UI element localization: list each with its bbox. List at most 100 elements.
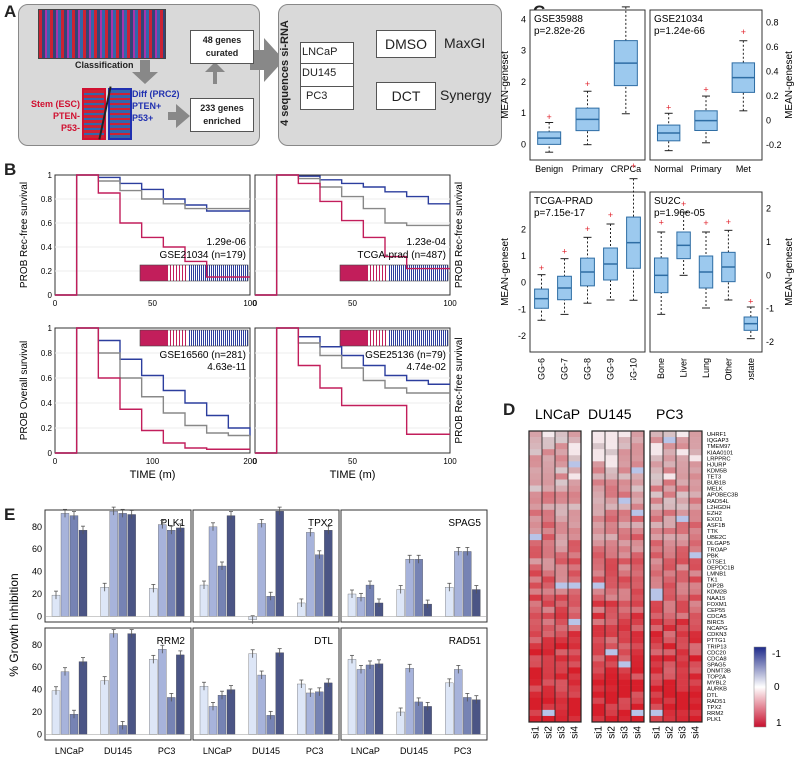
km-strip-tick [243, 265, 244, 281]
km-strip-tick [385, 265, 386, 281]
km-strip-tick [217, 265, 218, 281]
box-pvalue: p=1.96e-05 [654, 208, 705, 219]
km-strip-tick [217, 330, 218, 346]
heatmap-cell [592, 618, 605, 626]
km-strip-tick [174, 265, 175, 281]
heatmap-cell [542, 667, 555, 674]
km-strip-tick [172, 265, 173, 281]
heatmap-cell [568, 649, 581, 656]
km-strip-tick [239, 265, 240, 281]
bar-mark [423, 706, 432, 735]
box-ytick: 1 [766, 237, 771, 247]
heatmap-cell [529, 655, 542, 662]
km-strip-tick [200, 265, 201, 281]
km-strip-tick [428, 330, 429, 346]
km-strip-tick [403, 265, 404, 281]
km-strip-tick [162, 265, 163, 281]
km-strip-tick [199, 265, 200, 281]
cell-divider-2 [300, 86, 354, 87]
heatmap-cell [689, 455, 702, 462]
km-ytick: 0.8 [41, 195, 53, 204]
heatmap-gene-label: NAA15 [707, 596, 725, 602]
km-strip-tick [224, 330, 225, 346]
box-title: SU2C [654, 196, 681, 207]
heatmap-cell [650, 685, 663, 692]
km-strip-tick [224, 265, 225, 281]
km-strip-tick [410, 330, 411, 346]
heatmap-cell [592, 503, 605, 511]
heatmap-cell [650, 691, 663, 699]
km-strip-tick [237, 330, 238, 346]
km-strip-tick [444, 330, 445, 346]
km-strip-tick [247, 265, 248, 281]
box-category: CRPCa [611, 164, 642, 174]
heatmap-cell [689, 618, 702, 626]
heatmap-cell [605, 485, 618, 492]
heatmap-cell [605, 637, 618, 644]
heatmap-cell [568, 491, 581, 498]
heatmap-cell [650, 491, 663, 498]
enriched-line-2: enriched [203, 116, 241, 126]
colorbar-label-mid: 0 [774, 682, 780, 693]
heatmap-cell [676, 546, 689, 553]
bar-frame [340, 509, 488, 623]
bar-category: PC3 [158, 746, 176, 756]
classification-label: Classification [75, 60, 134, 70]
heatmap-cell [676, 540, 689, 547]
km-strip-tick [147, 330, 148, 346]
km-strip-tick [362, 265, 363, 281]
km-strip-tick [169, 265, 170, 281]
heatmap-cell [529, 637, 542, 644]
bar-mark [158, 649, 167, 735]
km-xtick: 200 [243, 457, 257, 466]
heatmap-cell [689, 437, 702, 444]
km-strip-tick [397, 265, 398, 281]
heatmap-cell [542, 594, 555, 602]
heatmap-cell [689, 715, 702, 723]
box-category: GG-8 [583, 358, 593, 380]
km-strip-tick [215, 330, 216, 346]
km-strip-tick [240, 265, 241, 281]
heatmap-cell [631, 497, 644, 505]
km-strip-tick [364, 265, 365, 281]
heatmap-cell [663, 631, 676, 638]
classification-heatmap-image [38, 9, 166, 59]
heatmap-cell [529, 606, 542, 614]
heatmap-gene-label: KDM5B [707, 468, 727, 474]
heatmap-cell [618, 685, 631, 692]
heatmap-cell [542, 546, 555, 553]
heatmap-column-label: si2 [665, 726, 676, 739]
km-strip-tick [361, 330, 362, 346]
km-strip-tick [381, 265, 382, 281]
km-strip-tick [444, 265, 445, 281]
heatmap-cell [592, 564, 605, 571]
heatmap-gene-label: DNMT3B [707, 669, 731, 675]
heatmap-cell [618, 515, 631, 523]
heatmap-cell [555, 612, 568, 620]
heatmap-cell [650, 515, 663, 523]
km-strip-tick [182, 265, 183, 281]
km-strip-tick [402, 330, 403, 346]
heatmap-cell [631, 691, 644, 699]
heatmap-cell [676, 479, 689, 486]
heatmap-cell [663, 443, 676, 450]
km-strip-tick [240, 330, 241, 346]
km-strip-tick [438, 265, 439, 281]
heatmap-cell [542, 655, 555, 662]
km-strip-tick [166, 330, 167, 346]
heatmap-cell [568, 679, 581, 686]
heatmap-cell [529, 479, 542, 486]
km-strip-tick [232, 330, 233, 346]
heatmap-cell [618, 576, 631, 583]
heatmap-cell [555, 673, 568, 680]
km-strip-tick [347, 265, 348, 281]
km-strip-tick [222, 265, 223, 281]
bar-mark [78, 530, 88, 617]
km-strip-tick [184, 265, 185, 281]
heatmap-cell [568, 528, 581, 535]
heatmap-cell [689, 679, 702, 686]
box-category: Normal [654, 164, 683, 174]
heatmap-cell [650, 552, 663, 559]
heatmap-cell [618, 521, 631, 529]
km-strip-tick [419, 265, 420, 281]
